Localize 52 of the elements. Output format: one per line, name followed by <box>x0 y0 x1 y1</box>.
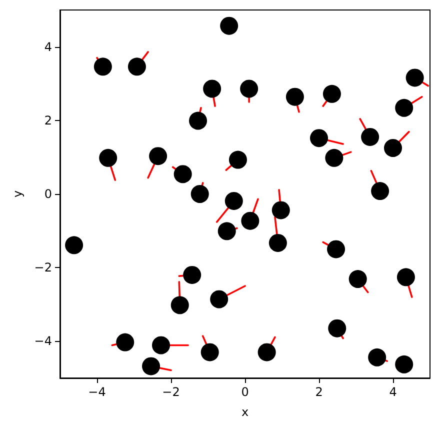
x-tick-label: 2 <box>315 385 323 399</box>
point <box>396 268 415 286</box>
point <box>174 165 192 184</box>
point <box>128 58 146 76</box>
point <box>310 129 328 148</box>
point <box>268 234 287 252</box>
point <box>241 212 260 230</box>
point <box>99 148 118 167</box>
y-tick-label: 4 <box>44 40 52 54</box>
point <box>384 139 402 157</box>
point <box>210 290 228 308</box>
point <box>328 319 346 338</box>
point <box>368 348 386 366</box>
point <box>395 98 414 117</box>
point <box>395 355 414 374</box>
point <box>116 333 134 352</box>
point <box>406 68 424 87</box>
point <box>228 150 247 169</box>
point <box>65 236 84 254</box>
x-axis-title: x <box>241 405 249 419</box>
point <box>170 296 189 314</box>
point <box>220 16 238 35</box>
x-tick-label: 0 <box>241 385 249 399</box>
point <box>322 84 341 103</box>
point <box>142 357 160 376</box>
point <box>152 336 170 354</box>
point <box>203 80 222 98</box>
x-tick-label: 4 <box>389 385 397 399</box>
y-axis-title: y <box>10 190 24 198</box>
point <box>94 58 112 76</box>
point <box>325 148 344 167</box>
point <box>218 222 236 240</box>
y-tick-label: 2 <box>44 113 52 128</box>
x-tick-label: −4 <box>88 385 106 399</box>
point <box>183 266 202 284</box>
point <box>361 128 380 146</box>
point <box>200 343 219 362</box>
point <box>149 147 168 166</box>
y-tick-label: 0 <box>44 187 52 201</box>
point <box>240 80 258 98</box>
point <box>272 201 290 220</box>
y-tick-label: −2 <box>34 260 52 275</box>
x-tick-label: −2 <box>162 385 180 399</box>
y-tick-label: −4 <box>34 334 52 348</box>
point <box>286 88 304 106</box>
point <box>258 343 276 362</box>
point <box>371 182 390 200</box>
point <box>189 112 208 130</box>
point <box>327 240 346 258</box>
point <box>348 270 367 288</box>
point <box>224 192 243 210</box>
point <box>190 185 209 203</box>
